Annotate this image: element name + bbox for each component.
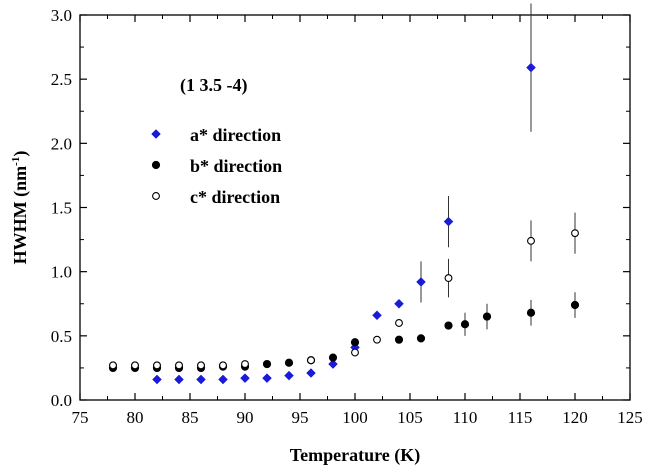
y-tick-label: 2.0	[51, 134, 72, 153]
c-direction-point	[109, 361, 117, 370]
b-direction-point	[284, 358, 294, 367]
x-tick-label: 90	[237, 408, 254, 427]
data-markers	[108, 62, 580, 385]
x-tick-label: 125	[617, 408, 643, 427]
b-direction-point	[460, 320, 470, 329]
b-direction-point	[570, 300, 580, 310]
a-direction-point	[196, 374, 206, 385]
y-tick-label: 0.5	[51, 327, 72, 346]
c-direction-point	[571, 229, 579, 238]
c-direction-point	[175, 361, 183, 370]
a-direction-point	[284, 370, 294, 381]
error-bars	[420, 3, 576, 336]
a-direction-point	[262, 373, 272, 384]
b-direction-point	[328, 353, 338, 362]
y-tick-label: 0.0	[51, 391, 72, 410]
y-axis-ticks: 0.0 0.5 1.0 1.5 2.0 2.5 3.0	[51, 6, 630, 410]
c-direction-point	[444, 274, 453, 283]
b-legend-label: b* direction	[190, 156, 282, 176]
a-direction-point	[152, 374, 162, 385]
x-tick-label: 110	[453, 408, 478, 427]
a-direction-point	[174, 374, 184, 385]
x-tick-label: 75	[72, 408, 89, 427]
c-direction-point	[197, 361, 205, 370]
y-axis-title-end: )	[10, 151, 31, 157]
a-direction-point	[306, 368, 316, 378]
b-direction-point	[444, 321, 453, 330]
x-tick-label: 80	[127, 408, 144, 427]
a-direction-point	[443, 216, 454, 227]
c-direction-point	[131, 361, 139, 370]
b-direction-point	[482, 312, 492, 321]
x-tick-label: 105	[397, 408, 423, 427]
a-direction-point	[218, 374, 228, 385]
c-direction-point	[373, 335, 381, 344]
a-direction-point	[416, 277, 426, 287]
c-direction-point	[527, 236, 535, 245]
x-tick-label: 100	[342, 408, 368, 427]
a-direction-point	[526, 62, 536, 73]
b-direction-point	[350, 338, 360, 347]
y-tick-label: 1.0	[51, 263, 72, 282]
x-tick-label: 95	[292, 408, 309, 427]
x-tick-label: 85	[182, 408, 199, 427]
a-direction-point	[240, 373, 250, 384]
y-axis-title-main: HWHM (nm	[10, 166, 31, 265]
a-legend-marker	[151, 129, 161, 139]
b-legend-marker	[151, 160, 161, 170]
x-axis-title: Temperature (K)	[290, 445, 420, 466]
a-direction-point	[328, 359, 338, 369]
y-tick-label: 2.5	[51, 70, 72, 89]
a-direction-point	[372, 310, 382, 321]
y-tick-label: 1.5	[51, 199, 72, 218]
b-direction-point	[262, 359, 272, 369]
c-direction-point	[307, 356, 315, 365]
y-axis-title: HWHM (nm-1)	[10, 151, 31, 265]
x-tick-label: 115	[508, 408, 533, 427]
y-axis-title-superscript: -1	[10, 157, 22, 166]
x-axis-ticks: 75 80 85 90 95 100 105 110 115 120 125	[72, 15, 643, 427]
b-direction-point	[416, 334, 426, 343]
y-tick-label: 3.0	[51, 6, 72, 25]
reflection-annotation: (1 3.5 -4)	[180, 75, 247, 96]
a-direction-point	[394, 298, 404, 309]
c-legend-marker	[152, 192, 160, 200]
b-direction-point	[526, 308, 536, 317]
b-direction-point	[394, 335, 404, 344]
c-direction-point	[241, 360, 249, 369]
c-direction-point	[351, 348, 359, 357]
a-legend-label: a* direction	[190, 125, 281, 145]
c-direction-point	[395, 319, 403, 327]
c-direction-point	[219, 361, 227, 370]
legend: a* direction b* direction c* direction	[151, 125, 282, 207]
c-direction-point	[153, 361, 161, 370]
c-legend-label: c* direction	[190, 187, 280, 207]
x-tick-label: 120	[562, 408, 588, 427]
